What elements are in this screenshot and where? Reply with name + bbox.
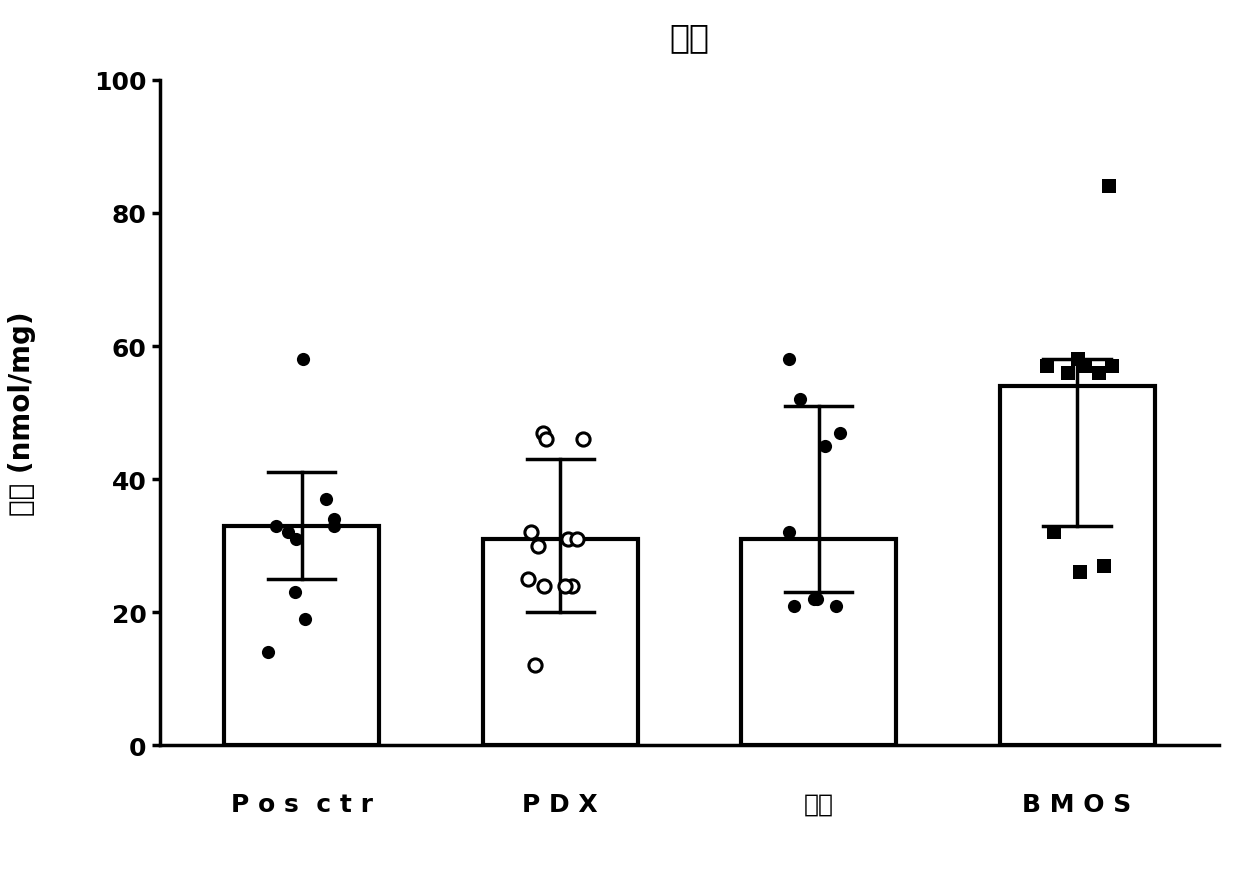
Point [779, 353, 799, 367]
Point [1058, 367, 1078, 381]
Point [534, 579, 554, 593]
Text: 果胶: 果胶 [804, 792, 833, 816]
Bar [742, 539, 897, 745]
Point [1037, 360, 1056, 374]
Point [815, 439, 835, 453]
Point [533, 426, 553, 440]
Point [1070, 566, 1090, 580]
Bar [224, 526, 379, 745]
Point [562, 579, 582, 593]
Point [804, 592, 823, 606]
Point [1075, 360, 1095, 374]
Point [1099, 180, 1118, 194]
Point [325, 519, 345, 533]
Point [831, 426, 851, 440]
Point [521, 525, 541, 539]
Bar [482, 539, 637, 745]
Point [278, 525, 298, 539]
Point [293, 353, 312, 367]
Text: P o s  c t r: P o s c t r [231, 792, 373, 816]
Point [1044, 525, 1064, 539]
Point [295, 612, 315, 626]
Text: 丙酸: 丙酸 [670, 21, 709, 54]
Point [258, 645, 278, 660]
Point [1089, 367, 1109, 381]
Point [554, 579, 574, 593]
Point [285, 586, 305, 600]
Point [325, 512, 345, 526]
Point [1101, 360, 1121, 374]
Point [286, 532, 306, 546]
Point [567, 532, 587, 546]
Point [316, 493, 336, 507]
Bar [999, 387, 1154, 745]
Text: P D X: P D X [522, 792, 598, 816]
Point [790, 393, 810, 407]
Point [528, 539, 548, 553]
Point [536, 432, 556, 446]
Point [1068, 353, 1087, 367]
Point [573, 432, 593, 446]
Point [784, 599, 804, 613]
Point [267, 519, 286, 533]
Text: B M O S: B M O S [1023, 792, 1132, 816]
Point [826, 599, 846, 613]
Point [518, 573, 538, 587]
Point [558, 532, 578, 546]
Point [780, 525, 800, 539]
Point [1094, 559, 1114, 573]
Text: 丙酸 (nmol/mg): 丙酸 (nmol/mg) [7, 311, 36, 516]
Point [525, 659, 544, 673]
Point [807, 592, 827, 606]
